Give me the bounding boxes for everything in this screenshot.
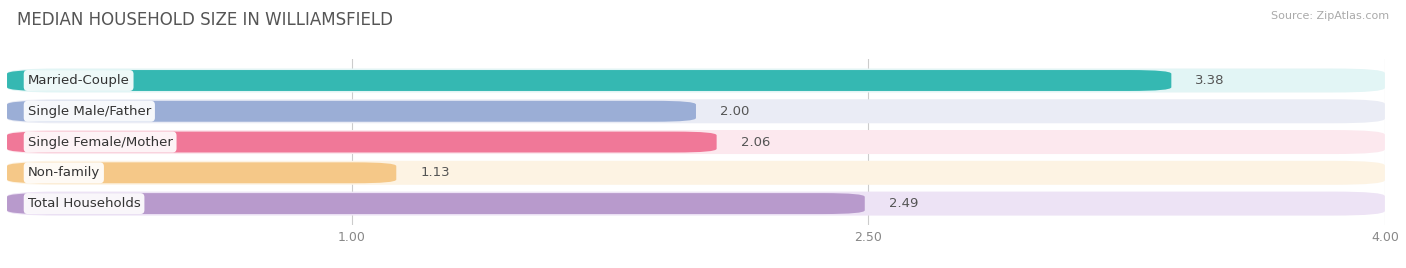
Text: Total Households: Total Households xyxy=(28,197,141,210)
FancyBboxPatch shape xyxy=(7,101,696,122)
Text: 1.13: 1.13 xyxy=(420,166,450,179)
Text: Source: ZipAtlas.com: Source: ZipAtlas.com xyxy=(1271,11,1389,21)
FancyBboxPatch shape xyxy=(7,193,865,214)
FancyBboxPatch shape xyxy=(7,192,1385,215)
FancyBboxPatch shape xyxy=(7,132,717,152)
FancyBboxPatch shape xyxy=(7,161,1385,185)
Text: 2.49: 2.49 xyxy=(889,197,918,210)
Text: Single Female/Mother: Single Female/Mother xyxy=(28,136,173,148)
FancyBboxPatch shape xyxy=(7,70,1171,91)
Text: Single Male/Father: Single Male/Father xyxy=(28,105,150,118)
Text: 2.00: 2.00 xyxy=(720,105,749,118)
FancyBboxPatch shape xyxy=(7,130,1385,154)
FancyBboxPatch shape xyxy=(7,99,1385,123)
Text: 2.06: 2.06 xyxy=(741,136,770,148)
Text: MEDIAN HOUSEHOLD SIZE IN WILLIAMSFIELD: MEDIAN HOUSEHOLD SIZE IN WILLIAMSFIELD xyxy=(17,11,392,29)
FancyBboxPatch shape xyxy=(7,162,396,183)
Text: 3.38: 3.38 xyxy=(1195,74,1225,87)
Text: Non-family: Non-family xyxy=(28,166,100,179)
FancyBboxPatch shape xyxy=(7,69,1385,92)
Text: Married-Couple: Married-Couple xyxy=(28,74,129,87)
